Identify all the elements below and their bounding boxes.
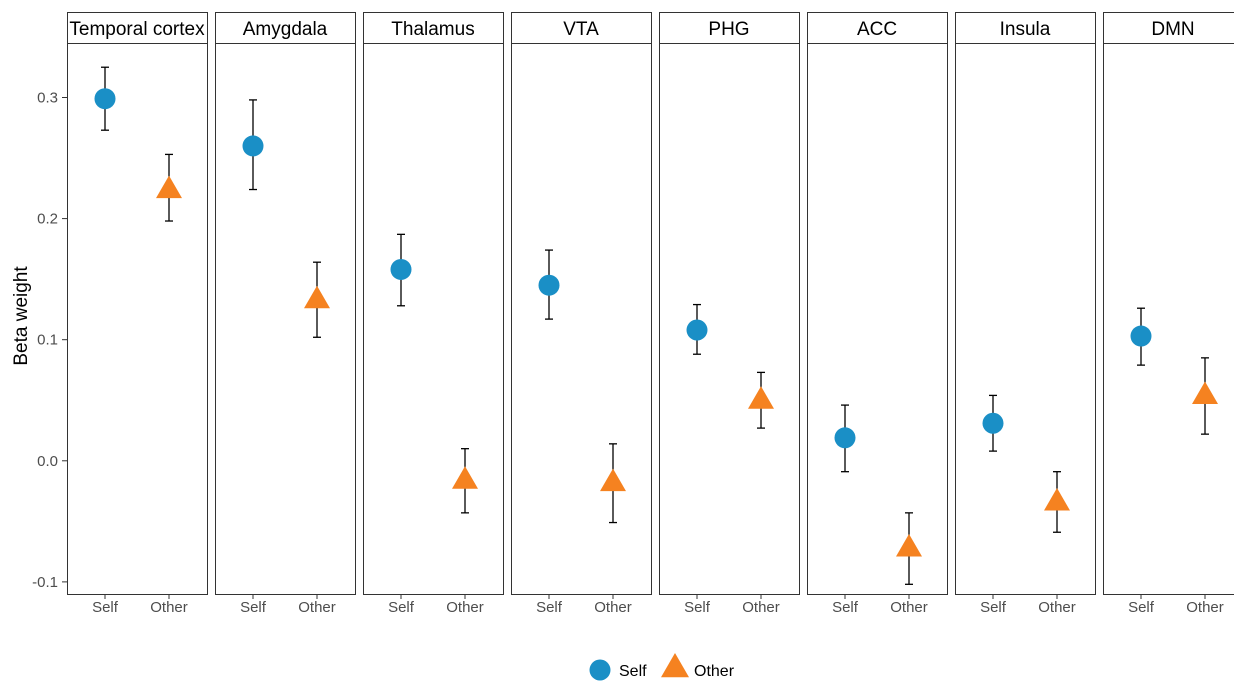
other-point <box>304 285 330 309</box>
other-point <box>1044 488 1070 511</box>
x-tick-label: Other <box>150 599 188 616</box>
panel-insula: Insula Self Other <box>955 12 1096 616</box>
x-tick-label: Self <box>1128 599 1155 616</box>
panel-title: ACC <box>857 19 897 40</box>
legend-other-label: Other <box>694 663 735 680</box>
x-tick-label: Self <box>92 599 119 616</box>
panel-strip <box>67 12 208 44</box>
y-tick-label: 0.3 <box>37 89 58 106</box>
x-tick-label: Other <box>1186 599 1224 616</box>
panel-strip <box>807 12 948 44</box>
legend-other-icon <box>661 652 689 678</box>
self-point <box>1130 325 1152 347</box>
panel-title: DMN <box>1151 19 1194 40</box>
self-point <box>834 427 856 449</box>
y-axis: -0.1 0.0 0.1 0.2 0.3 <box>32 89 67 591</box>
x-tick-label: Self <box>536 599 563 616</box>
panel-dmn: DMN Self Other <box>1103 12 1234 616</box>
self-point <box>538 274 560 296</box>
self-point <box>686 319 708 341</box>
panel-temporal-cortex: Temporal cortex Self Other <box>67 12 208 616</box>
panel-frame <box>659 43 800 595</box>
panel-title: VTA <box>563 19 599 40</box>
x-tick-label: Self <box>832 599 859 616</box>
self-point <box>94 88 116 110</box>
x-tick-label: Self <box>388 599 415 616</box>
panel-frame <box>1103 43 1234 595</box>
x-tick-label: Other <box>742 599 780 616</box>
other-point <box>156 175 182 199</box>
x-tick-label: Other <box>446 599 484 616</box>
x-tick-label: Self <box>240 599 267 616</box>
x-tick-label: Other <box>1038 599 1076 616</box>
panel-amygdala: Amygdala Self Other <box>215 12 356 616</box>
other-point <box>748 386 774 409</box>
panel-frame <box>511 43 652 595</box>
x-tick-label: Other <box>890 599 928 616</box>
panel-title: Thalamus <box>391 19 474 40</box>
y-tick-label: 0.2 <box>37 211 58 228</box>
legend-self-icon <box>589 659 611 681</box>
panel-frame <box>215 43 356 595</box>
panel-strip <box>659 12 800 44</box>
panel-frame <box>67 43 208 595</box>
y-tick-label: -0.1 <box>32 574 58 591</box>
self-point <box>982 412 1004 434</box>
legend-self-label: Self <box>619 663 647 680</box>
x-tick-label: Self <box>980 599 1007 616</box>
panel-acc: ACC Self Other <box>807 12 948 616</box>
panel-phg: PHG Self Other <box>659 12 800 616</box>
panel-title: Insula <box>1000 19 1051 40</box>
panel-vta: VTA Self Other <box>511 12 652 616</box>
panel-title: Temporal cortex <box>69 19 205 40</box>
panel-title: Amygdala <box>243 19 328 40</box>
other-point <box>896 534 922 557</box>
y-tick-label: 0.1 <box>37 332 58 349</box>
panel-strip <box>511 12 652 44</box>
panel-thalamus: Thalamus Self Other <box>363 12 504 616</box>
other-point <box>452 466 478 489</box>
self-point <box>390 258 412 280</box>
x-tick-label: Self <box>684 599 711 616</box>
other-point <box>600 468 626 492</box>
panel-strip <box>363 12 504 44</box>
self-point <box>242 135 264 157</box>
panel-strip <box>955 12 1096 44</box>
panel-frame <box>807 43 948 595</box>
x-tick-label: Other <box>298 599 336 616</box>
y-tick-label: 0.0 <box>37 453 58 470</box>
y-axis-title: Beta weight <box>11 266 32 366</box>
panel-title: PHG <box>708 19 749 40</box>
other-point <box>1192 381 1218 404</box>
x-tick-label: Other <box>594 599 632 616</box>
legend: Self Other <box>589 652 735 681</box>
panel-frame <box>363 43 504 595</box>
panel-strip <box>1103 12 1234 44</box>
panels: Temporal cortex Self Other Amygdala Self Othe… <box>67 12 1234 616</box>
panel-frame <box>955 43 1096 595</box>
